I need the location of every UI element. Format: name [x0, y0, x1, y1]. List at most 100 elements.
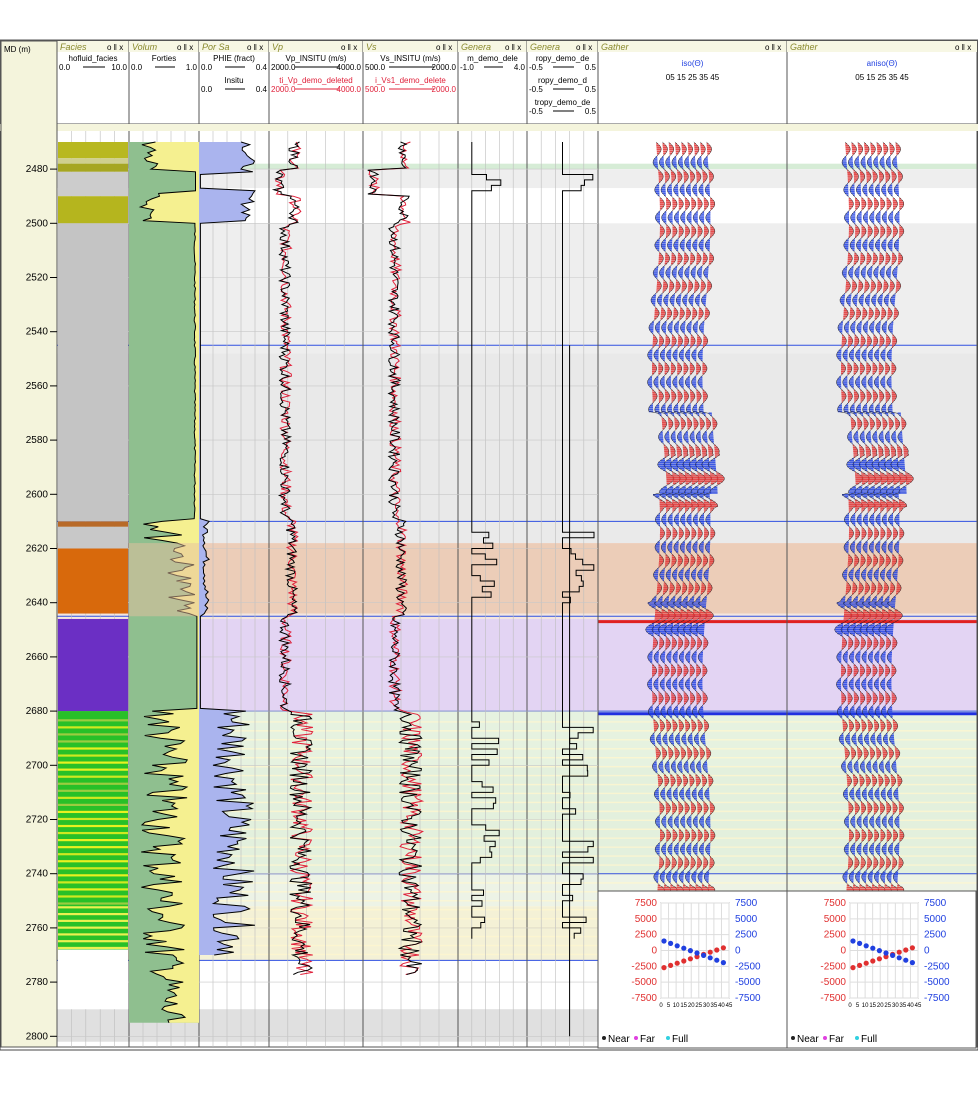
curve-name: tropy_demo_de [535, 98, 591, 107]
depth-tick-label: 2760 [26, 923, 49, 934]
facies-strip [58, 789, 128, 792]
inset-x-tick: 30 [703, 1003, 710, 1009]
track-buttons[interactable]: o ‖ x [436, 43, 452, 52]
track-buttons[interactable]: o ‖ x [247, 43, 263, 52]
gather-iso [645, 141, 725, 906]
inset-left-tick: -2500 [631, 961, 657, 972]
curve-max: 2000.0 [432, 85, 457, 94]
facies-strip [58, 881, 128, 884]
inset-x-tick: 15 [680, 1003, 687, 1009]
curve-name: Insitu [224, 76, 243, 85]
facies-strip [58, 902, 128, 905]
inset-right-tick: 7500 [924, 898, 947, 909]
wiggle-trace [884, 141, 914, 905]
inset-x-tick: 45 [915, 1003, 922, 1009]
inset-right-tick: 2500 [735, 930, 758, 941]
facies-strip [58, 912, 128, 916]
legend-label: Near [797, 1034, 819, 1045]
facies-strip [58, 733, 128, 736]
curve-min: 0.0 [59, 63, 71, 72]
inset-point-red [870, 958, 876, 964]
gather-label: aniso(Θ) [867, 59, 898, 68]
inset-x-tick: 20 [688, 1003, 695, 1009]
zone-band [57, 521, 977, 544]
track-header [56, 40, 130, 125]
wiggle-trace [651, 141, 681, 905]
inset-point-blue [681, 945, 687, 951]
track-title-bar [129, 41, 199, 52]
curve-name: Forties [152, 54, 176, 63]
facies-strip [58, 946, 128, 950]
header-divider [0, 124, 978, 131]
track-buttons[interactable]: o ‖ x [576, 43, 592, 52]
inset-point-blue [674, 943, 680, 949]
track-title-bar [527, 41, 598, 52]
inset-x-tick: 40 [718, 1003, 725, 1009]
gather-aniso [834, 141, 914, 906]
facies-strip [58, 726, 128, 729]
curve-min: 2000.0 [271, 63, 296, 72]
curve-min: 0.0 [201, 63, 213, 72]
facies-strip [58, 782, 128, 785]
inset-point-blue [903, 957, 909, 963]
facies-strip [58, 888, 128, 891]
track-header [597, 40, 788, 125]
track-title: Gather [601, 42, 630, 52]
avo-inset-iso: 7500 7500 5000 5000 2500 2500 0 0 -2500 -2500 -500… [597, 890, 788, 1049]
inset-point-red [863, 960, 869, 966]
inset-right-tick: -7500 [924, 993, 950, 1004]
depth-tick-label: 2500 [26, 218, 49, 229]
curve-min: 0.0 [131, 63, 143, 72]
curve-min: -0.5 [529, 63, 543, 72]
facies-strip [58, 719, 128, 722]
wiggle-trace [645, 141, 675, 905]
track-buttons[interactable]: o ‖ x [341, 43, 357, 52]
legend-label: Full [672, 1034, 688, 1045]
depth-tick-label: 2520 [26, 273, 49, 284]
inset-x-tick: 5 [856, 1003, 860, 1009]
inset-x-tick: 10 [673, 1003, 680, 1009]
facies-strip [58, 796, 128, 799]
depth-tick-label: 2480 [26, 164, 49, 175]
track-buttons[interactable]: o ‖ x [177, 43, 193, 52]
axis-title: MD (m) [4, 45, 31, 54]
legend-label: Near [608, 1034, 630, 1045]
facies-strip [58, 761, 128, 764]
facies-strip [58, 940, 128, 943]
track-title: Volum [132, 42, 158, 52]
facies-strip [58, 867, 128, 870]
inset-point-red [850, 965, 856, 971]
inset-left-tick: 7500 [824, 898, 847, 909]
inset-point-blue [687, 948, 694, 954]
depth-tick-label: 2740 [26, 869, 49, 880]
track-title-bar [199, 41, 269, 52]
inset-point-red [896, 949, 902, 955]
inset-point-blue [701, 952, 707, 959]
porosity-curve [199, 141, 256, 956]
inset-right-tick: 0 [924, 946, 930, 957]
inset-point-blue [850, 938, 856, 944]
legend-marker [666, 1036, 670, 1040]
inset-point-red [674, 960, 680, 966]
inset-right-tick: 0 [735, 946, 741, 957]
facies-strip [58, 860, 128, 863]
track-buttons[interactable]: o ‖ x [955, 43, 971, 52]
depth-tick-label: 2540 [26, 327, 49, 338]
inset-right-tick: -2500 [924, 961, 950, 972]
track-buttons[interactable]: o ‖ x [765, 43, 781, 52]
inset-right-tick: 2500 [924, 930, 947, 941]
axis-bg [0, 40, 58, 1048]
inset-point-red [694, 954, 700, 960]
wiggle-trace [664, 141, 694, 905]
inset-point-red [661, 965, 667, 971]
track-buttons[interactable]: o ‖ x [107, 43, 123, 52]
inset-left-tick: 5000 [824, 914, 847, 925]
curve-max: 0.5 [585, 85, 597, 94]
depth-tick-label: 2600 [26, 489, 49, 500]
inset-left-tick: 2500 [824, 930, 847, 941]
track-title-bar [598, 41, 787, 52]
zone-band [57, 618, 977, 712]
facies-strip [58, 831, 128, 835]
track-title: Vp [272, 42, 283, 52]
track-buttons[interactable]: o ‖ x [505, 43, 521, 52]
